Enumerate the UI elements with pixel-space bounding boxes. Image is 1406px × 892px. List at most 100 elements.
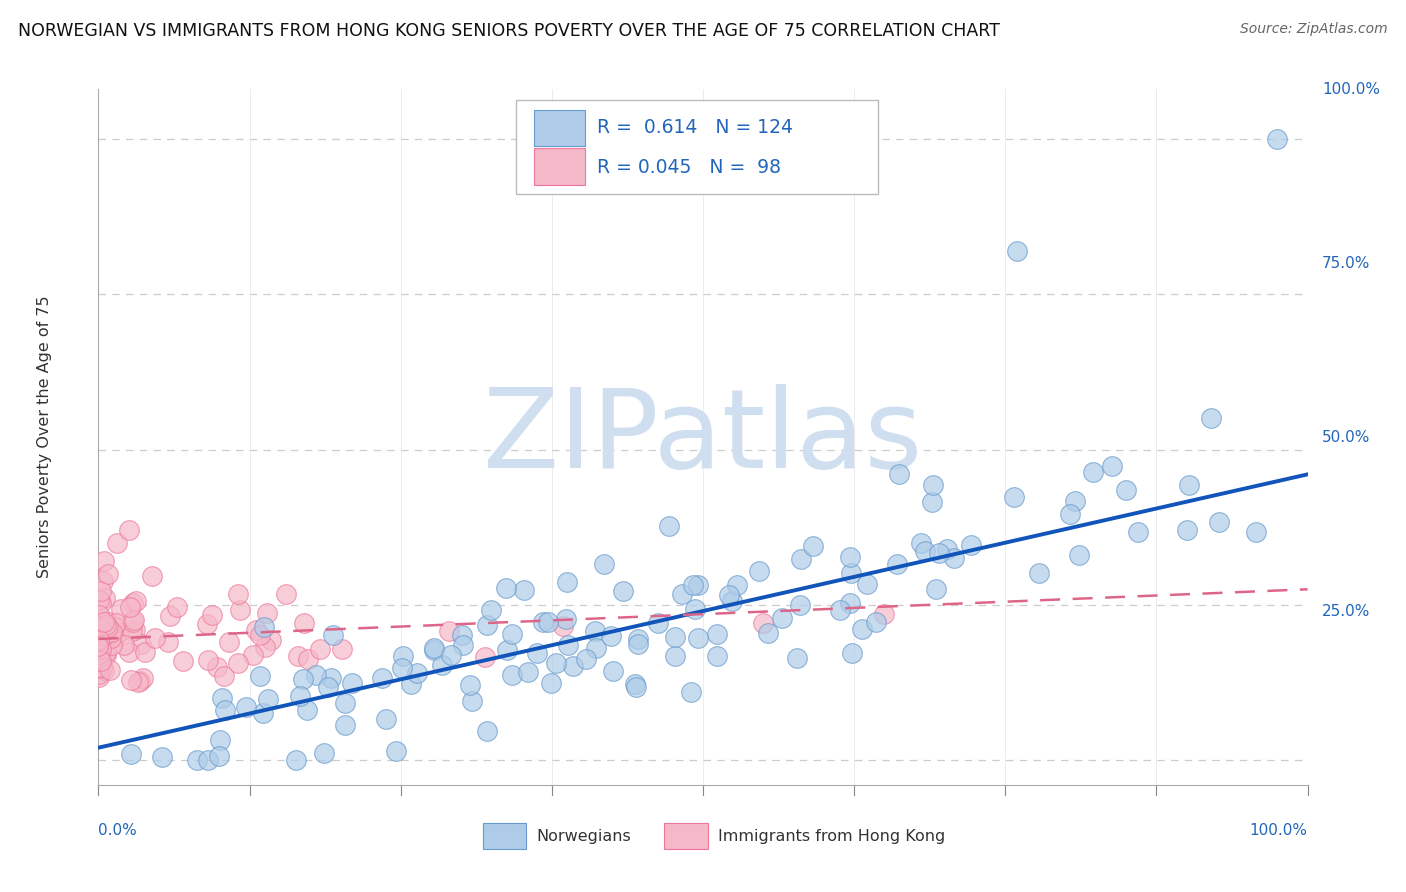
Point <box>87 633 110 648</box>
Point <box>242 648 264 662</box>
Point <box>671 587 693 601</box>
Point <box>87 648 110 663</box>
Point <box>90 629 112 643</box>
Point <box>87 647 110 661</box>
Point <box>124 623 146 637</box>
FancyBboxPatch shape <box>516 100 879 194</box>
Point <box>90 629 112 643</box>
Point <box>122 596 145 610</box>
Point <box>118 645 141 659</box>
Point <box>374 712 396 726</box>
Point <box>91 649 114 664</box>
Text: 100.0%: 100.0% <box>1322 82 1381 96</box>
Point <box>118 599 141 614</box>
Point <box>104 630 127 644</box>
Point <box>1059 507 1081 521</box>
Point <box>526 646 548 660</box>
Point <box>789 598 811 612</box>
Point <box>496 643 519 657</box>
Point <box>118 523 141 537</box>
Point <box>150 749 173 764</box>
Point <box>97 566 120 581</box>
Point <box>93 615 115 630</box>
Point <box>391 661 413 675</box>
Point <box>450 628 472 642</box>
Point <box>748 564 770 578</box>
FancyBboxPatch shape <box>664 823 707 849</box>
Point <box>405 665 427 680</box>
Point <box>205 660 228 674</box>
Point <box>1064 494 1087 508</box>
Point <box>537 615 560 629</box>
Point <box>922 478 945 492</box>
Point <box>226 587 249 601</box>
Point <box>197 653 219 667</box>
Point <box>627 637 650 651</box>
Point <box>121 624 143 638</box>
Point <box>211 690 233 705</box>
Point <box>583 624 606 639</box>
Point <box>928 546 950 560</box>
Point <box>887 467 910 481</box>
Point <box>440 648 463 663</box>
Point <box>212 669 235 683</box>
Point <box>122 613 145 627</box>
FancyBboxPatch shape <box>534 110 585 146</box>
Point <box>1175 524 1198 538</box>
Point <box>87 621 110 635</box>
Point <box>134 645 156 659</box>
Point <box>218 635 240 649</box>
Point <box>925 582 948 596</box>
Point <box>276 586 298 600</box>
Point <box>125 593 148 607</box>
Point <box>87 658 110 673</box>
Point <box>841 646 863 660</box>
Point <box>90 642 112 657</box>
Point <box>228 602 250 616</box>
Point <box>103 620 125 634</box>
Point <box>914 544 936 558</box>
Text: R =  0.614   N = 124: R = 0.614 N = 124 <box>596 118 793 137</box>
Text: 25.0%: 25.0% <box>1322 604 1371 618</box>
Point <box>208 749 231 764</box>
Point <box>385 744 408 758</box>
Point <box>290 689 312 703</box>
Point <box>718 588 741 602</box>
Point <box>87 619 110 633</box>
Point <box>803 539 825 553</box>
Point <box>1081 465 1104 479</box>
Point <box>90 629 112 643</box>
Point <box>333 718 356 732</box>
Point <box>1178 478 1201 492</box>
Point <box>517 665 540 679</box>
Point <box>319 671 342 685</box>
Point <box>197 753 219 767</box>
Point <box>89 632 111 646</box>
Point <box>159 609 181 624</box>
Point <box>585 640 607 655</box>
Point <box>557 574 579 589</box>
Point <box>253 640 276 654</box>
Point <box>1007 244 1029 258</box>
Point <box>770 611 793 625</box>
Point <box>98 663 121 677</box>
Point <box>626 632 648 646</box>
Point <box>93 626 115 640</box>
Point <box>851 622 873 636</box>
Point <box>87 670 110 684</box>
Point <box>94 644 117 658</box>
Point <box>110 602 132 616</box>
Point <box>688 578 710 592</box>
Point <box>90 661 112 675</box>
Point <box>540 675 562 690</box>
Point <box>1267 132 1289 146</box>
Point <box>1028 566 1050 580</box>
Point <box>664 631 686 645</box>
FancyBboxPatch shape <box>482 823 526 849</box>
Point <box>333 696 356 710</box>
Point <box>166 600 188 615</box>
Point <box>647 616 669 631</box>
Point <box>786 651 808 665</box>
Point <box>297 652 319 666</box>
Point <box>612 584 634 599</box>
